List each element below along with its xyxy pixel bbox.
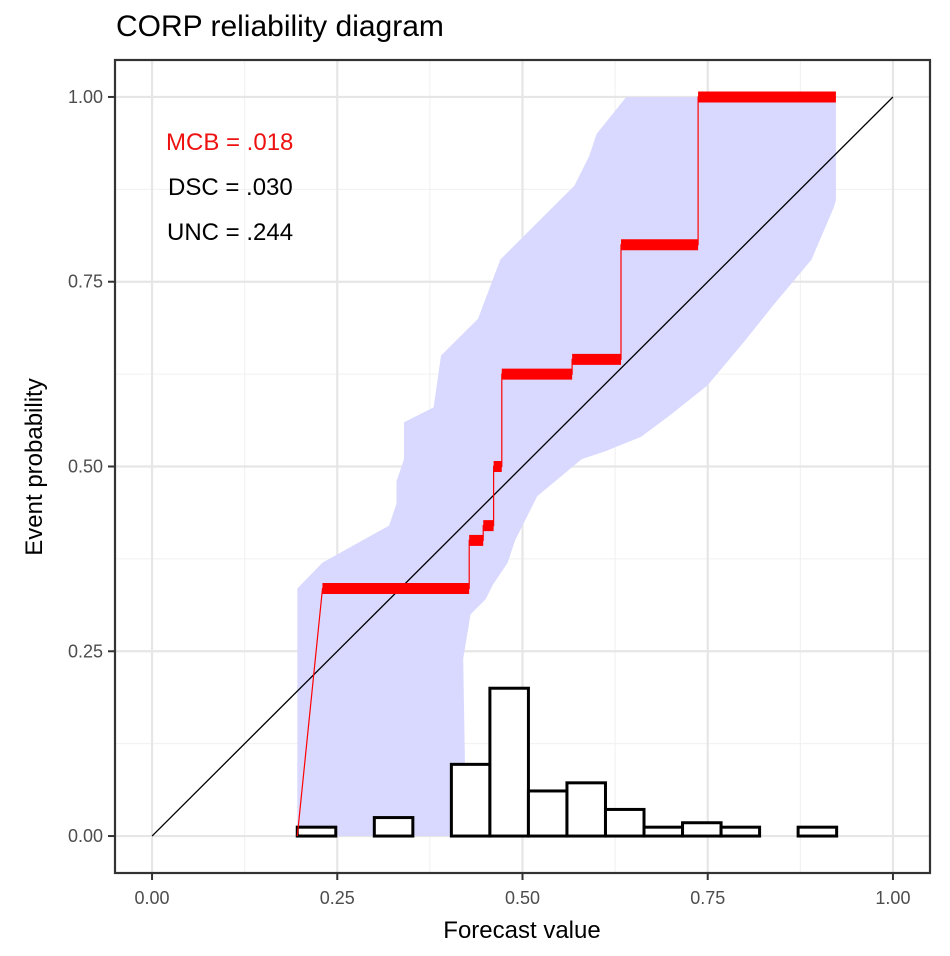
histogram-bar [719,825,762,838]
histogram-bar [526,789,569,838]
plot-area [113,58,932,875]
histogram-bar [603,807,646,838]
y-tick-label: 0.75 [68,272,103,292]
x-tick-label: 0.75 [690,888,725,908]
x-tick-label: 0.50 [505,888,540,908]
x-tick-label: 0.00 [135,888,170,908]
y-axis-title: Event probability [21,378,48,555]
histogram-bar [796,825,839,838]
dsc-label: DSC = .030 [168,174,293,201]
y-tick-label: 1.00 [68,87,103,107]
mcb-label: MCB = .018 [166,129,293,156]
histogram-layer [295,686,839,838]
y-tick-label: 0.50 [68,457,103,477]
x-tick-label: 0.25 [320,888,355,908]
diagonal-layer [151,96,894,837]
histogram-bar [449,762,492,838]
unc-label: UNC = .244 [167,219,293,246]
stats-annotations: MCB = .018 DSC = .030 UNC = .244 [166,129,293,246]
axis-ticks: 0.00 0.25 0.50 0.75 1.00 0.00 0.25 0.50 0.75 1.00 [68,87,911,908]
consistency-band-layer [297,97,836,836]
histogram-bar [565,781,607,838]
histogram-bar [295,825,338,838]
histogram-bar [681,821,723,838]
x-axis-title: Forecast value [443,917,600,944]
y-tick-label: 0.25 [68,641,103,661]
histogram-bar [642,825,685,838]
chart-title: CORP reliability diagram [116,10,444,43]
diagonal-line [151,96,894,837]
y-tick-label: 0.00 [68,826,103,846]
histogram-bar [372,816,415,838]
histogram-bar [488,686,530,838]
consistency-band [297,97,836,836]
x-tick-label: 1.00 [875,888,910,908]
reliability-curve-layer [296,91,836,837]
